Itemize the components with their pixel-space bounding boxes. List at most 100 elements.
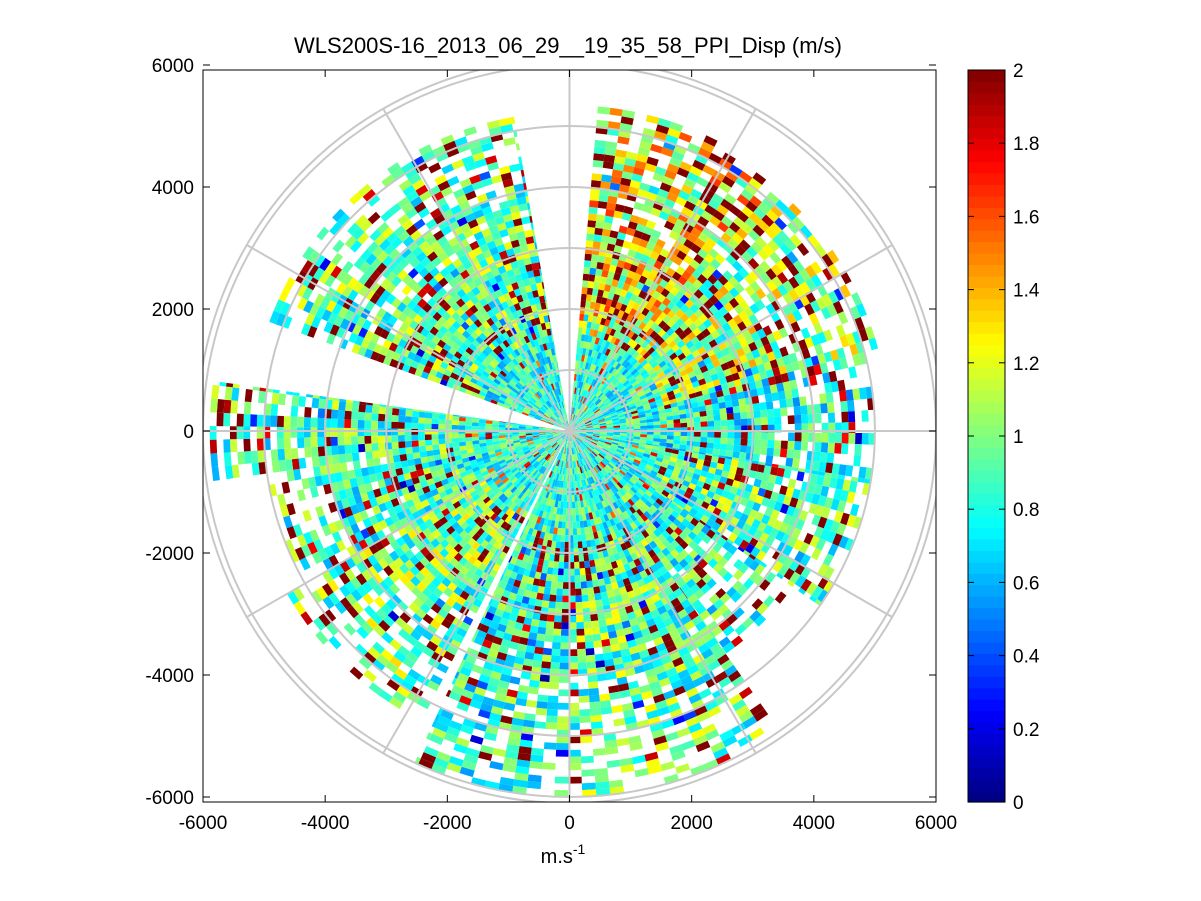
- ppi-cell: [591, 315, 598, 324]
- ppi-cell: [650, 407, 659, 413]
- ppi-cell: [595, 296, 603, 304]
- ppi-cell: [671, 295, 680, 305]
- ppi-cell: [581, 405, 587, 412]
- ppi-cell: [773, 348, 783, 360]
- ppi-cell: [740, 418, 748, 426]
- ppi-cell: [605, 390, 612, 397]
- ppi-cell: [715, 350, 724, 360]
- ppi-cell: [658, 409, 666, 415]
- ppi-cell: [649, 401, 657, 407]
- ppi-cell: [688, 345, 698, 354]
- ppi-cell: [587, 314, 594, 323]
- ppi-cell: [667, 423, 674, 428]
- ppi-cell: [645, 114, 660, 125]
- ppi-cell: [671, 344, 680, 353]
- ppi-cell: [767, 239, 780, 252]
- ppi-cell: [610, 344, 618, 352]
- ppi-cell: [689, 165, 703, 177]
- ppi-cell: [666, 419, 674, 425]
- ppi-cell: [620, 342, 628, 350]
- ppi-cell: [584, 628, 593, 636]
- ppi-cell: [658, 210, 670, 221]
- ppi-cell: [599, 421, 606, 425]
- ppi-cell: [723, 291, 735, 302]
- ppi-cell: [604, 415, 611, 419]
- ppi-cell: [744, 334, 755, 345]
- ppi-cell: [681, 270, 692, 281]
- ppi-cell: [700, 431, 708, 438]
- ppi-cell: [713, 279, 724, 291]
- ppi-cell: [773, 448, 781, 457]
- ppi-cell: [589, 701, 601, 709]
- ppi-cell: [635, 363, 643, 372]
- ppi-cell: [827, 442, 835, 454]
- ppi-cell: [750, 292, 761, 304]
- ppi-cell: [642, 403, 651, 409]
- ppi-cell: [673, 431, 681, 436]
- ppi-cell: [642, 324, 651, 333]
- ppi-cell: [716, 204, 729, 216]
- ppi-cell: [597, 201, 608, 209]
- ppi-cell: [617, 309, 625, 318]
- ppi-cell: [579, 426, 586, 429]
- ppi-cell: [658, 311, 667, 321]
- ppi-cell: [583, 390, 588, 398]
- ppi-cell: [662, 297, 671, 307]
- ppi-cell: [579, 561, 585, 569]
- ppi-cell: [593, 234, 602, 242]
- ppi-cell: [800, 327, 811, 340]
- ppi-cell: [542, 593, 550, 602]
- ppi-cell: [645, 391, 653, 398]
- ppi-cell: [766, 333, 776, 344]
- ppi-cell: [729, 221, 741, 233]
- ppi-cell: [807, 234, 820, 248]
- ppi-cell: [754, 265, 766, 277]
- ppi-cell: [570, 420, 573, 428]
- ppi-cell: [576, 347, 581, 355]
- ppi-cell: [580, 574, 587, 582]
- ppi-cell: [801, 414, 809, 424]
- ppi-cell: [594, 592, 602, 601]
- ppi-cell: [691, 349, 701, 359]
- ppi-cell: [637, 410, 646, 416]
- ppi-cell: [774, 374, 783, 385]
- ppi-cell: [713, 300, 724, 311]
- ppi-cell: [607, 292, 615, 300]
- ppi-cell: [598, 619, 607, 627]
- ppi-cell: [627, 299, 636, 309]
- ppi-cell: [779, 346, 789, 357]
- ppi-cell: [598, 345, 605, 354]
- ppi-cell: [839, 334, 850, 348]
- ppi-cell: [701, 226, 714, 238]
- ppi-cell: [771, 276, 783, 288]
- ppi-cell: [583, 416, 590, 422]
- ppi-cell: [785, 398, 794, 408]
- ppi-cell: [774, 416, 782, 425]
- ppi-cell: [602, 290, 610, 299]
- ppi-cell: [785, 457, 794, 467]
- ppi-cell: [561, 528, 566, 536]
- ppi-cell: [586, 425, 593, 428]
- ppi-cell: [604, 147, 617, 156]
- ppi-cell: [589, 402, 595, 409]
- ppi-cell: [599, 700, 612, 708]
- ppi-cell: [782, 354, 792, 366]
- ppi-cell: [753, 439, 762, 447]
- ppi-cell: [605, 298, 613, 307]
- ppi-cell: [578, 554, 585, 562]
- ppi-cell: [534, 599, 543, 607]
- ppi-cell: [683, 361, 692, 370]
- ppi-cell: [650, 322, 659, 331]
- ppi-cell: [608, 394, 616, 401]
- ppi-cell: [585, 328, 591, 336]
- ppi-cell: [578, 381, 582, 389]
- ppi-cell: [547, 702, 559, 710]
- ppi-cell: [780, 407, 788, 417]
- ppi-cell: [699, 304, 709, 314]
- ppi-cell: [605, 277, 614, 286]
- ppi-cell: [577, 420, 584, 426]
- ppi-cell: [680, 418, 688, 424]
- ppi-cell: [716, 237, 728, 249]
- ppi-cell: [583, 382, 588, 390]
- ppi-cell: [679, 322, 689, 332]
